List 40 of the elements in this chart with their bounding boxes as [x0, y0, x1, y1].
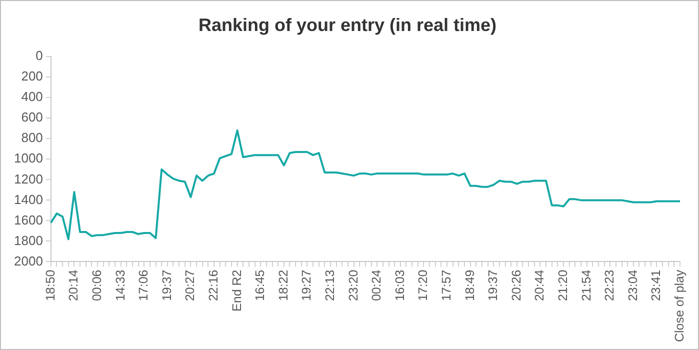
chart-title: Ranking of your entry (in real time) — [198, 14, 497, 35]
y-tick-label: 600 — [21, 110, 43, 125]
y-tick-label: 1600 — [14, 212, 43, 228]
x-tick-label: 20:26 — [509, 270, 524, 302]
y-tick-label: 1200 — [14, 171, 43, 186]
x-tick-label: 19:27 — [300, 270, 314, 302]
x-tick-label: 18:50 — [43, 270, 58, 302]
x-tick-label: 22:13 — [322, 270, 337, 302]
x-tick-label: 20:27 — [183, 270, 198, 302]
x-tick-label: Close of play — [672, 268, 686, 342]
x-tick-label: 22:23 — [602, 270, 617, 302]
x-tick-label: 18:22 — [276, 270, 290, 302]
y-tick-label: 2000 — [14, 253, 43, 268]
y-tick-label: 400 — [21, 89, 43, 104]
x-tick-label: 16:03 — [392, 270, 407, 302]
x-tick-label: 00:06 — [90, 270, 104, 302]
x-tick-label: 00:24 — [370, 270, 384, 302]
y-tick-label: 200 — [21, 68, 43, 84]
y-tick-label: 800 — [21, 130, 43, 146]
x-tick-label: 19:37 — [486, 270, 500, 302]
x-tick-label: 20:14 — [66, 270, 81, 302]
x-tick-label: 23:04 — [626, 270, 640, 302]
x-tick-label: 19:37 — [160, 270, 174, 302]
x-tick-label: 14:33 — [113, 270, 128, 302]
x-tick-label: 20:44 — [532, 270, 547, 302]
x-tick-label: End R2 — [230, 270, 244, 312]
x-tick-label: 17:57 — [439, 270, 454, 302]
y-tick-label: 1800 — [14, 232, 43, 248]
y-tick-label: 1400 — [14, 192, 43, 207]
x-tick-label: 23:20 — [346, 270, 360, 302]
x-tick-label: 16:45 — [253, 270, 268, 302]
y-tick-label: 1000 — [14, 150, 43, 166]
x-tick-label: 23:41 — [649, 270, 664, 302]
x-tick-label: 21:54 — [579, 270, 594, 302]
x-tick-label: 21:20 — [556, 270, 570, 302]
y-tick-label: 0 — [36, 48, 43, 64]
x-tick-label: 22:16 — [206, 270, 220, 302]
x-tick-label: 17:20 — [416, 270, 430, 302]
x-tick-label: 18:49 — [462, 270, 477, 302]
x-tick-label: 17:06 — [136, 270, 151, 302]
